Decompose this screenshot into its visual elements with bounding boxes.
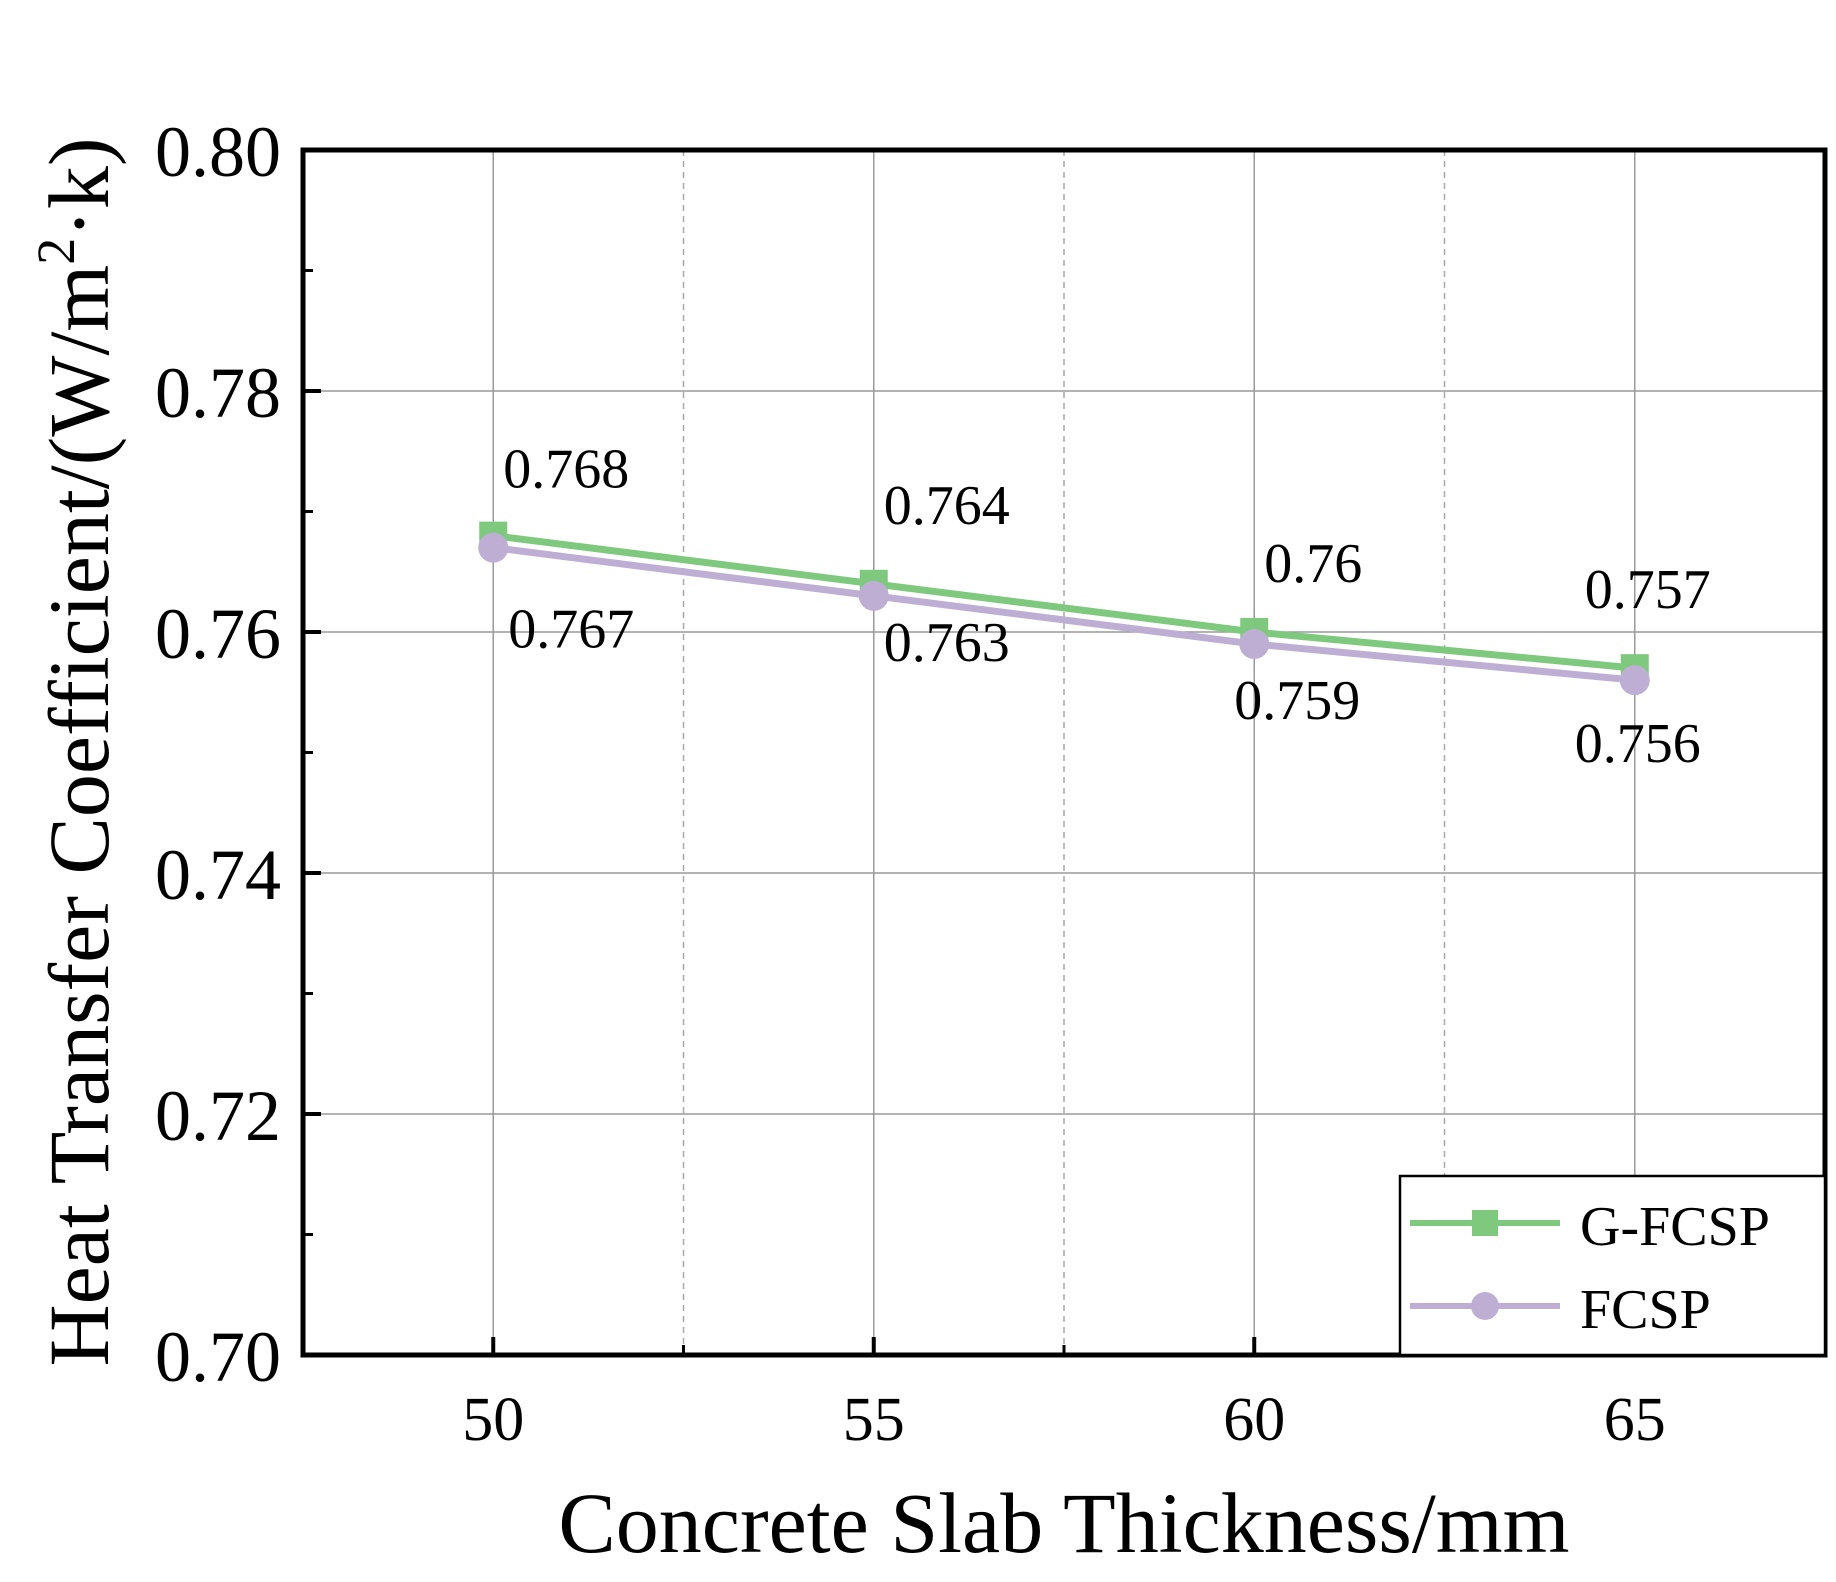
y-tick-label: 0.72 (155, 1076, 281, 1156)
series-line-fcsp (492, 544, 1636, 684)
data-label-fcsp: 0.767 (508, 599, 634, 661)
legend-label-fcsp: FCSP (1580, 1279, 1711, 1341)
data-point-fcsp (858, 580, 889, 611)
data-label-g-fcsp: 0.76 (1264, 533, 1362, 595)
data-point-fcsp (478, 532, 509, 563)
x-tick-label: 55 (843, 1386, 905, 1454)
series-lines (492, 532, 1636, 684)
axis-ticks (303, 148, 1637, 1357)
x-tick-label: 65 (1604, 1386, 1666, 1454)
y-tick-label: 0.70 (155, 1317, 281, 1397)
legend: G-FCSP FCSP (1398, 1174, 1827, 1357)
series-line-g-fcsp (492, 532, 1636, 672)
y-tick-label: 0.80 (155, 112, 281, 192)
data-label-fcsp: 0.763 (884, 612, 1010, 674)
data-labels: 0.768 0.764 0.76 0.757 0.767 0.763 0.759 0.756 (503, 439, 1711, 776)
legend-box (1398, 1174, 1827, 1357)
data-label-g-fcsp: 0.764 (884, 475, 1010, 537)
x-tick-label: 60 (1223, 1386, 1285, 1454)
x-tick-label: 50 (462, 1386, 524, 1454)
data-label-fcsp: 0.759 (1234, 670, 1360, 732)
y-tick-label: 0.76 (155, 594, 281, 674)
legend-marker-g-fcsp (1472, 1210, 1498, 1236)
grid (303, 149, 1825, 1356)
y-axis-label-main: Heat Transfer Coefficient/(W/m (31, 265, 127, 1367)
data-label-g-fcsp: 0.768 (503, 439, 629, 501)
data-label-fcsp: 0.756 (1575, 713, 1701, 775)
data-point-fcsp (1239, 629, 1270, 660)
legend-marker-fcsp (1471, 1292, 1499, 1320)
y-axis-label: Heat Transfer Coefficient/(W/m2·k) (26, 137, 127, 1366)
y-tick-label: 0.78 (155, 353, 281, 433)
data-label-g-fcsp: 0.757 (1585, 559, 1711, 621)
y-axis-label-superscript: 2 (26, 238, 86, 265)
x-axis-label: Concrete Slab Thickness/mm (558, 1475, 1569, 1571)
y-axis-label-tail: ·k) (31, 137, 127, 237)
series-markers (478, 521, 1650, 696)
y-tick-label: 0.74 (155, 835, 281, 915)
data-point-fcsp (1619, 665, 1650, 696)
legend-label-g-fcsp: G-FCSP (1580, 1196, 1770, 1258)
tick-labels: 50 55 60 65 0.70 0.72 0.74 0.76 0.78 0.80 (155, 112, 1666, 1454)
